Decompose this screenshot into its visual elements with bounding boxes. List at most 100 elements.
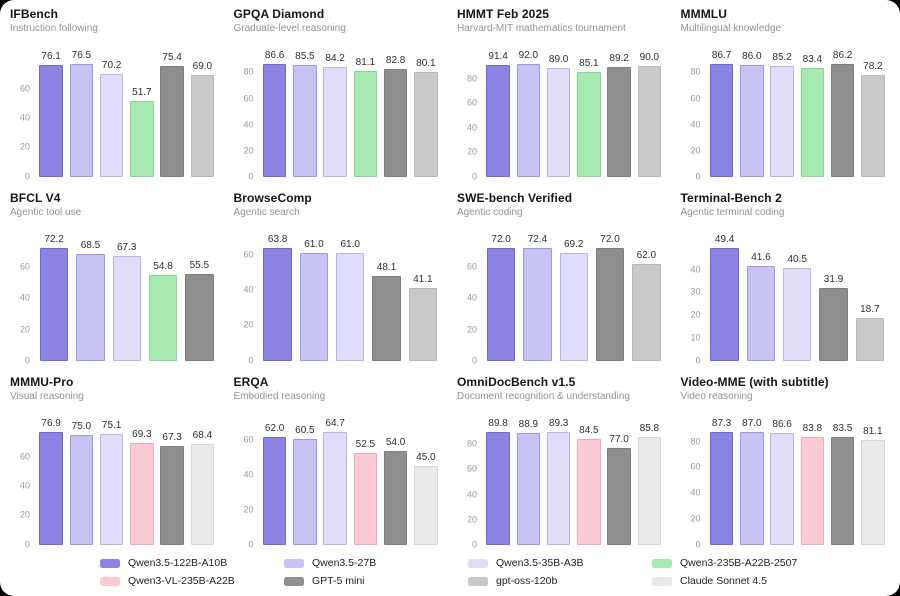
bar-qwen3-235b-a22b-2507 <box>130 100 154 177</box>
bar-gpt-5-mini <box>383 450 408 545</box>
bar-qwen3-5-122b-a10b <box>39 431 63 545</box>
bars-group: 63.8 61.0 61.0 48.1 41.1 <box>260 223 442 361</box>
y-tick-label: 0 <box>471 171 477 182</box>
bar-qwen3-5-27b <box>69 434 94 545</box>
legend-item-gpt-oss-120b: gpt-oss-120b <box>468 575 618 588</box>
bars-group: 49.4 41.6 40.5 31.9 18.7 <box>707 223 889 361</box>
bar-qwen3-5-35b-a3b <box>546 432 571 545</box>
plot-area: 0 20 40 60 76.1 76.5 70.2 51.7 75.4 69.0 <box>10 39 222 181</box>
bar-gpt-oss-120b <box>190 75 215 177</box>
plot-area: 0 20 40 60 63.8 61.0 61.0 48.1 41.1 <box>234 223 446 365</box>
bar-qwen3-5-27b <box>740 432 764 545</box>
bar-value-label: 49.4 <box>714 234 735 246</box>
bar-value-label: 67.3 <box>162 431 182 443</box>
y-tick-label: 60 <box>466 97 477 108</box>
chart-title: BrowseComp <box>233 191 312 205</box>
bar-value-label: 60.5 <box>295 425 315 437</box>
bar-value-label: 80.1 <box>416 58 436 70</box>
bar-slot: 70.2 <box>97 39 127 177</box>
bar-slot: 89.2 <box>604 39 634 177</box>
bar-qwen3-5-35b-a3b <box>323 66 347 177</box>
bar-value-label: 40.5 <box>787 254 807 266</box>
bar-slot: 84.2 <box>320 39 350 177</box>
y-axis: 0 20 40 60 80 <box>457 407 479 549</box>
bar-value-label: 86.6 <box>264 49 285 61</box>
chart-title: ERQA <box>233 375 269 389</box>
bar-value-label: 55.5 <box>189 260 210 271</box>
chart-gpqa-diamond: GPQA Diamond Graduate-level reasoning 0 20 4… <box>232 6 448 182</box>
chart-subtitle: Agentic terminal coding <box>680 206 785 218</box>
bar-value-label: 69.3 <box>132 428 152 440</box>
bar-qwen3-235b-a22b-2507 <box>353 70 378 177</box>
bar-slot: 49.4 <box>707 223 743 361</box>
chart-title: IFBench <box>10 7 59 21</box>
y-axis: 0 20 40 60 <box>457 223 479 365</box>
chart-subtitle: Agentic coding <box>457 206 523 218</box>
bar-slot: 89.3 <box>544 407 574 545</box>
bar-slot: 67.3 <box>157 407 187 545</box>
y-tick-label: 60 <box>243 249 254 260</box>
bar-gpt-5-mini <box>830 437 855 545</box>
bar-gpt-oss-120b <box>855 318 884 361</box>
bar-value-label: 31.9 <box>823 274 844 286</box>
bar-gpt-5-mini <box>185 274 214 361</box>
bar-slot: 90.0 <box>634 39 664 177</box>
y-tick-label: 20 <box>466 324 477 335</box>
bars-group: 87.3 87.0 86.6 83.8 83.5 81.1 <box>707 407 889 545</box>
bar-slot: 48.1 <box>368 223 404 361</box>
bar-value-label: 63.8 <box>267 234 288 245</box>
bar-slot: 45.0 <box>411 407 441 545</box>
legend-label: Qwen3-VL-235B-A22B <box>128 574 235 587</box>
bar-value-label: 72.0 <box>491 234 511 246</box>
y-tick-label: 0 <box>695 539 701 550</box>
bar-slot: 92.0 <box>513 39 543 177</box>
bar-value-label: 70.2 <box>101 59 122 71</box>
plot-area: 0 20 40 60 80 91.4 92.0 89.0 85.1 89.2 90.0 <box>457 39 669 181</box>
y-tick-label: 60 <box>690 461 701 472</box>
bar-value-label: 84.5 <box>579 424 599 436</box>
legend-swatch <box>284 576 304 586</box>
bar-slot: 85.5 <box>290 39 320 177</box>
y-tick-label: 40 <box>466 292 477 303</box>
bar-value-label: 62.0 <box>264 422 285 434</box>
y-tick-label: 20 <box>466 146 477 157</box>
bar-value-label: 51.7 <box>132 86 152 98</box>
legend-swatch <box>652 559 672 569</box>
bar-value-label: 72.2 <box>44 233 64 245</box>
bar-qwen3-5-35b-a3b <box>783 268 812 361</box>
bar-qwen3-5-122b-a10b <box>263 248 292 361</box>
bar-qwen3-5-122b-a10b <box>486 248 516 361</box>
legend-swatch <box>100 559 120 569</box>
bar-slot: 55.5 <box>181 223 217 361</box>
bar-slot: 69.3 <box>127 407 157 545</box>
chart-video-mme: Video-MME (with subtitle) Video reasoning… <box>679 374 895 550</box>
bar-slot: 40.5 <box>779 223 815 361</box>
plot-area: 0 20 40 60 80 89.8 88.9 89.3 84.5 77.0 85.8 <box>457 407 669 549</box>
chart-erqa: ERQA Embodied reasoning 0 20 40 60 62.0 60.5 64.… <box>232 374 448 550</box>
chart-browsecomp: BrowseComp Agentic search 0 20 40 60 63.8 61.0 6… <box>232 190 448 366</box>
legend-item-qwen3-5-35b-a3b: Qwen3.5-35B-A3B <box>468 557 618 570</box>
y-tick-label: 60 <box>690 93 701 104</box>
y-tick-label: 20 <box>19 509 30 520</box>
bar-value-label: 87.0 <box>742 418 762 430</box>
bar-value-label: 89.3 <box>548 418 569 430</box>
bar-value-label: 83.8 <box>802 422 823 434</box>
chart-subtitle: Video reasoning <box>680 390 753 402</box>
bar-slot: 88.9 <box>513 407 543 545</box>
bar-qwen3-5-122b-a10b <box>486 64 510 177</box>
y-tick-label: 40 <box>243 469 254 480</box>
plot-area: 0 20 40 60 80 86.7 86.0 85.2 83.4 86.2 78.2 <box>681 39 893 181</box>
bar-slot: 62.0 <box>260 407 290 545</box>
bars-group: 76.9 75.0 75.1 69.3 67.3 68.4 <box>36 407 218 545</box>
chart-subtitle: Graduate-level reasoning <box>233 22 346 34</box>
bar-slot: 61.0 <box>332 223 368 361</box>
bar-gpt-oss-120b <box>861 74 885 177</box>
bar-slot: 83.8 <box>797 407 827 545</box>
y-tick-label: 0 <box>248 171 254 182</box>
plot-area: 0 20 40 60 80 86.6 85.5 84.2 81.1 82.8 80.1 <box>234 39 446 181</box>
chart-subtitle: Harvard-MIT mathematics tournament <box>457 22 626 34</box>
y-tick-label: 40 <box>466 489 477 499</box>
y-tick-label: 60 <box>19 83 30 94</box>
legend-label: Claude Sonnet 4.5 <box>680 574 767 587</box>
bar-qwen3-5-27b <box>293 439 317 545</box>
